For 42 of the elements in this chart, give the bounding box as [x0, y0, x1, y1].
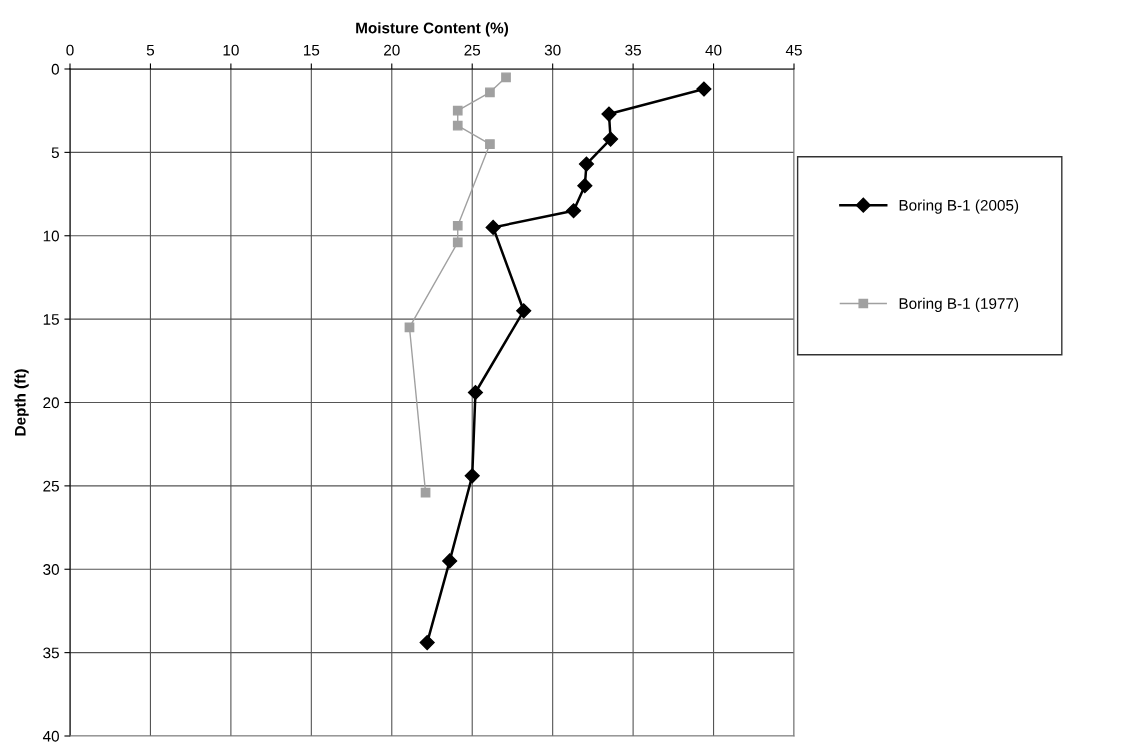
y-tick-label: 0 — [51, 63, 59, 75]
point — [501, 72, 511, 83]
x-tick-label: 30 — [544, 44, 561, 56]
point — [452, 237, 463, 248]
y-axis-title: Depth (ft) — [14, 369, 29, 436]
point — [485, 87, 495, 98]
point — [452, 220, 463, 231]
point — [485, 219, 501, 235]
x-tick-label: 45 — [785, 44, 802, 56]
x-tick-label: 40 — [705, 44, 722, 56]
x-tick-label: 15 — [304, 44, 320, 56]
y-tick-label: 30 — [43, 564, 59, 575]
point — [601, 106, 617, 122]
point — [578, 156, 595, 172]
legend-label: Boring B-1 (1977) — [899, 297, 1019, 313]
x-tick-label: 35 — [625, 44, 641, 56]
y-tick-label: 25 — [43, 480, 59, 492]
point — [452, 120, 463, 131]
y-tick-label: 10 — [43, 230, 59, 242]
point — [696, 81, 712, 97]
x-tick-label: 25 — [464, 44, 481, 56]
point — [485, 139, 495, 149]
point — [442, 553, 458, 569]
legend-label: Boring B-1 (2005) — [899, 199, 1019, 214]
y-tick-label: 20 — [43, 397, 59, 409]
x-tick-label: 5 — [146, 44, 155, 56]
y-tick-label: 15 — [43, 314, 59, 325]
x-tick-label: 0 — [66, 44, 74, 56]
point — [577, 178, 593, 194]
point — [419, 635, 435, 651]
y-tick-label: 35 — [43, 647, 59, 659]
point — [464, 468, 480, 484]
point — [467, 384, 484, 401]
x-tick-label: 20 — [384, 44, 400, 56]
point — [603, 131, 619, 147]
point — [452, 105, 463, 116]
point — [516, 303, 532, 319]
point — [566, 203, 582, 219]
x-axis-title: Moisture Content (%) — [356, 22, 509, 37]
y-tick-label: 40 — [42, 730, 59, 742]
x-tick-label: 10 — [223, 44, 239, 56]
y-tick-label: 5 — [51, 147, 59, 159]
